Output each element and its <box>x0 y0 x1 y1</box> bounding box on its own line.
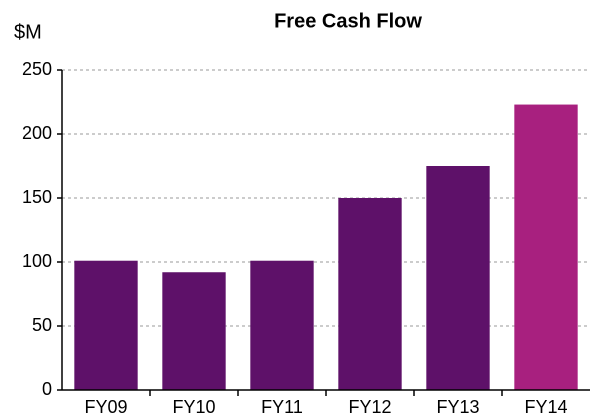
bar <box>162 272 226 390</box>
bar <box>514 104 578 390</box>
chart-title: Free Cash Flow <box>274 10 422 32</box>
y-axis-label: $M <box>14 21 42 43</box>
x-tick-label: FY14 <box>524 397 567 417</box>
y-tick-label: 250 <box>22 59 52 79</box>
y-tick-label: 50 <box>32 315 52 335</box>
x-tick-label: FY11 <box>261 397 303 417</box>
bar <box>426 166 490 390</box>
y-tick-label: 0 <box>42 379 52 399</box>
x-tick-label: FY12 <box>348 397 391 417</box>
bar <box>338 198 402 390</box>
y-tick-label: 200 <box>22 123 52 143</box>
y-tick-label: 150 <box>22 187 52 207</box>
bar <box>250 260 314 390</box>
x-tick-label: FY13 <box>436 397 479 417</box>
bar <box>74 260 138 390</box>
x-tick-label: FY10 <box>172 397 215 417</box>
x-tick-label: FY09 <box>84 397 127 417</box>
y-tick-label: 100 <box>22 251 52 271</box>
